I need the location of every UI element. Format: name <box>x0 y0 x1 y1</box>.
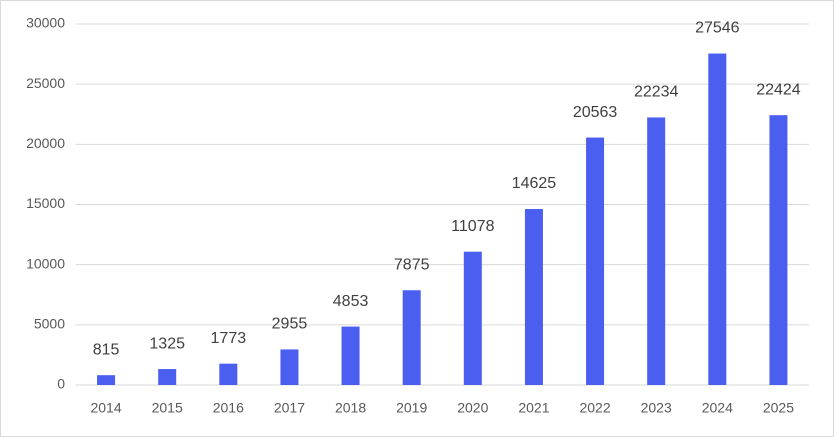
bar <box>463 251 482 385</box>
value-label: 7875 <box>394 256 430 273</box>
bar <box>647 117 666 385</box>
x-tick-label: 2024 <box>702 400 733 416</box>
y-tick-label: 30000 <box>26 15 65 31</box>
y-tick-label: 20000 <box>26 135 65 151</box>
bar <box>402 290 421 385</box>
x-tick-label: 2019 <box>396 400 427 416</box>
x-tick-label: 2022 <box>579 400 610 416</box>
y-tick-label: 5000 <box>34 316 65 332</box>
x-tick-label: 2020 <box>457 400 488 416</box>
value-label: 4853 <box>333 293 369 310</box>
x-tick-label: 2018 <box>335 400 366 416</box>
bar <box>341 326 360 385</box>
x-tick-label: 2025 <box>763 400 794 416</box>
value-label: 2955 <box>272 316 308 333</box>
y-tick-label: 15000 <box>26 195 65 211</box>
value-label: 815 <box>93 341 120 358</box>
bar <box>158 369 177 385</box>
value-label: 1773 <box>211 330 247 347</box>
bar <box>280 349 299 385</box>
x-tick-label: 2015 <box>152 400 183 416</box>
bar <box>524 209 543 385</box>
value-label: 14625 <box>512 175 557 192</box>
x-tick-label: 2023 <box>641 400 672 416</box>
value-label: 20563 <box>573 104 618 121</box>
y-tick-label: 0 <box>57 376 65 392</box>
x-tick-label: 2021 <box>518 400 549 416</box>
value-label: 22424 <box>756 81 801 98</box>
value-label: 1325 <box>149 335 185 352</box>
bar <box>586 137 605 385</box>
value-label: 27546 <box>695 20 740 37</box>
bar <box>97 375 116 385</box>
value-label: 22234 <box>634 84 679 101</box>
x-tick-label: 2014 <box>90 400 121 416</box>
x-tick-label: 2017 <box>274 400 305 416</box>
value-label: 11078 <box>451 218 494 235</box>
bar <box>219 363 238 385</box>
x-tick-label: 2016 <box>213 400 244 416</box>
bar <box>708 53 727 386</box>
bar <box>769 115 788 385</box>
y-tick-label: 10000 <box>26 255 65 271</box>
y-tick-label: 25000 <box>26 75 65 91</box>
